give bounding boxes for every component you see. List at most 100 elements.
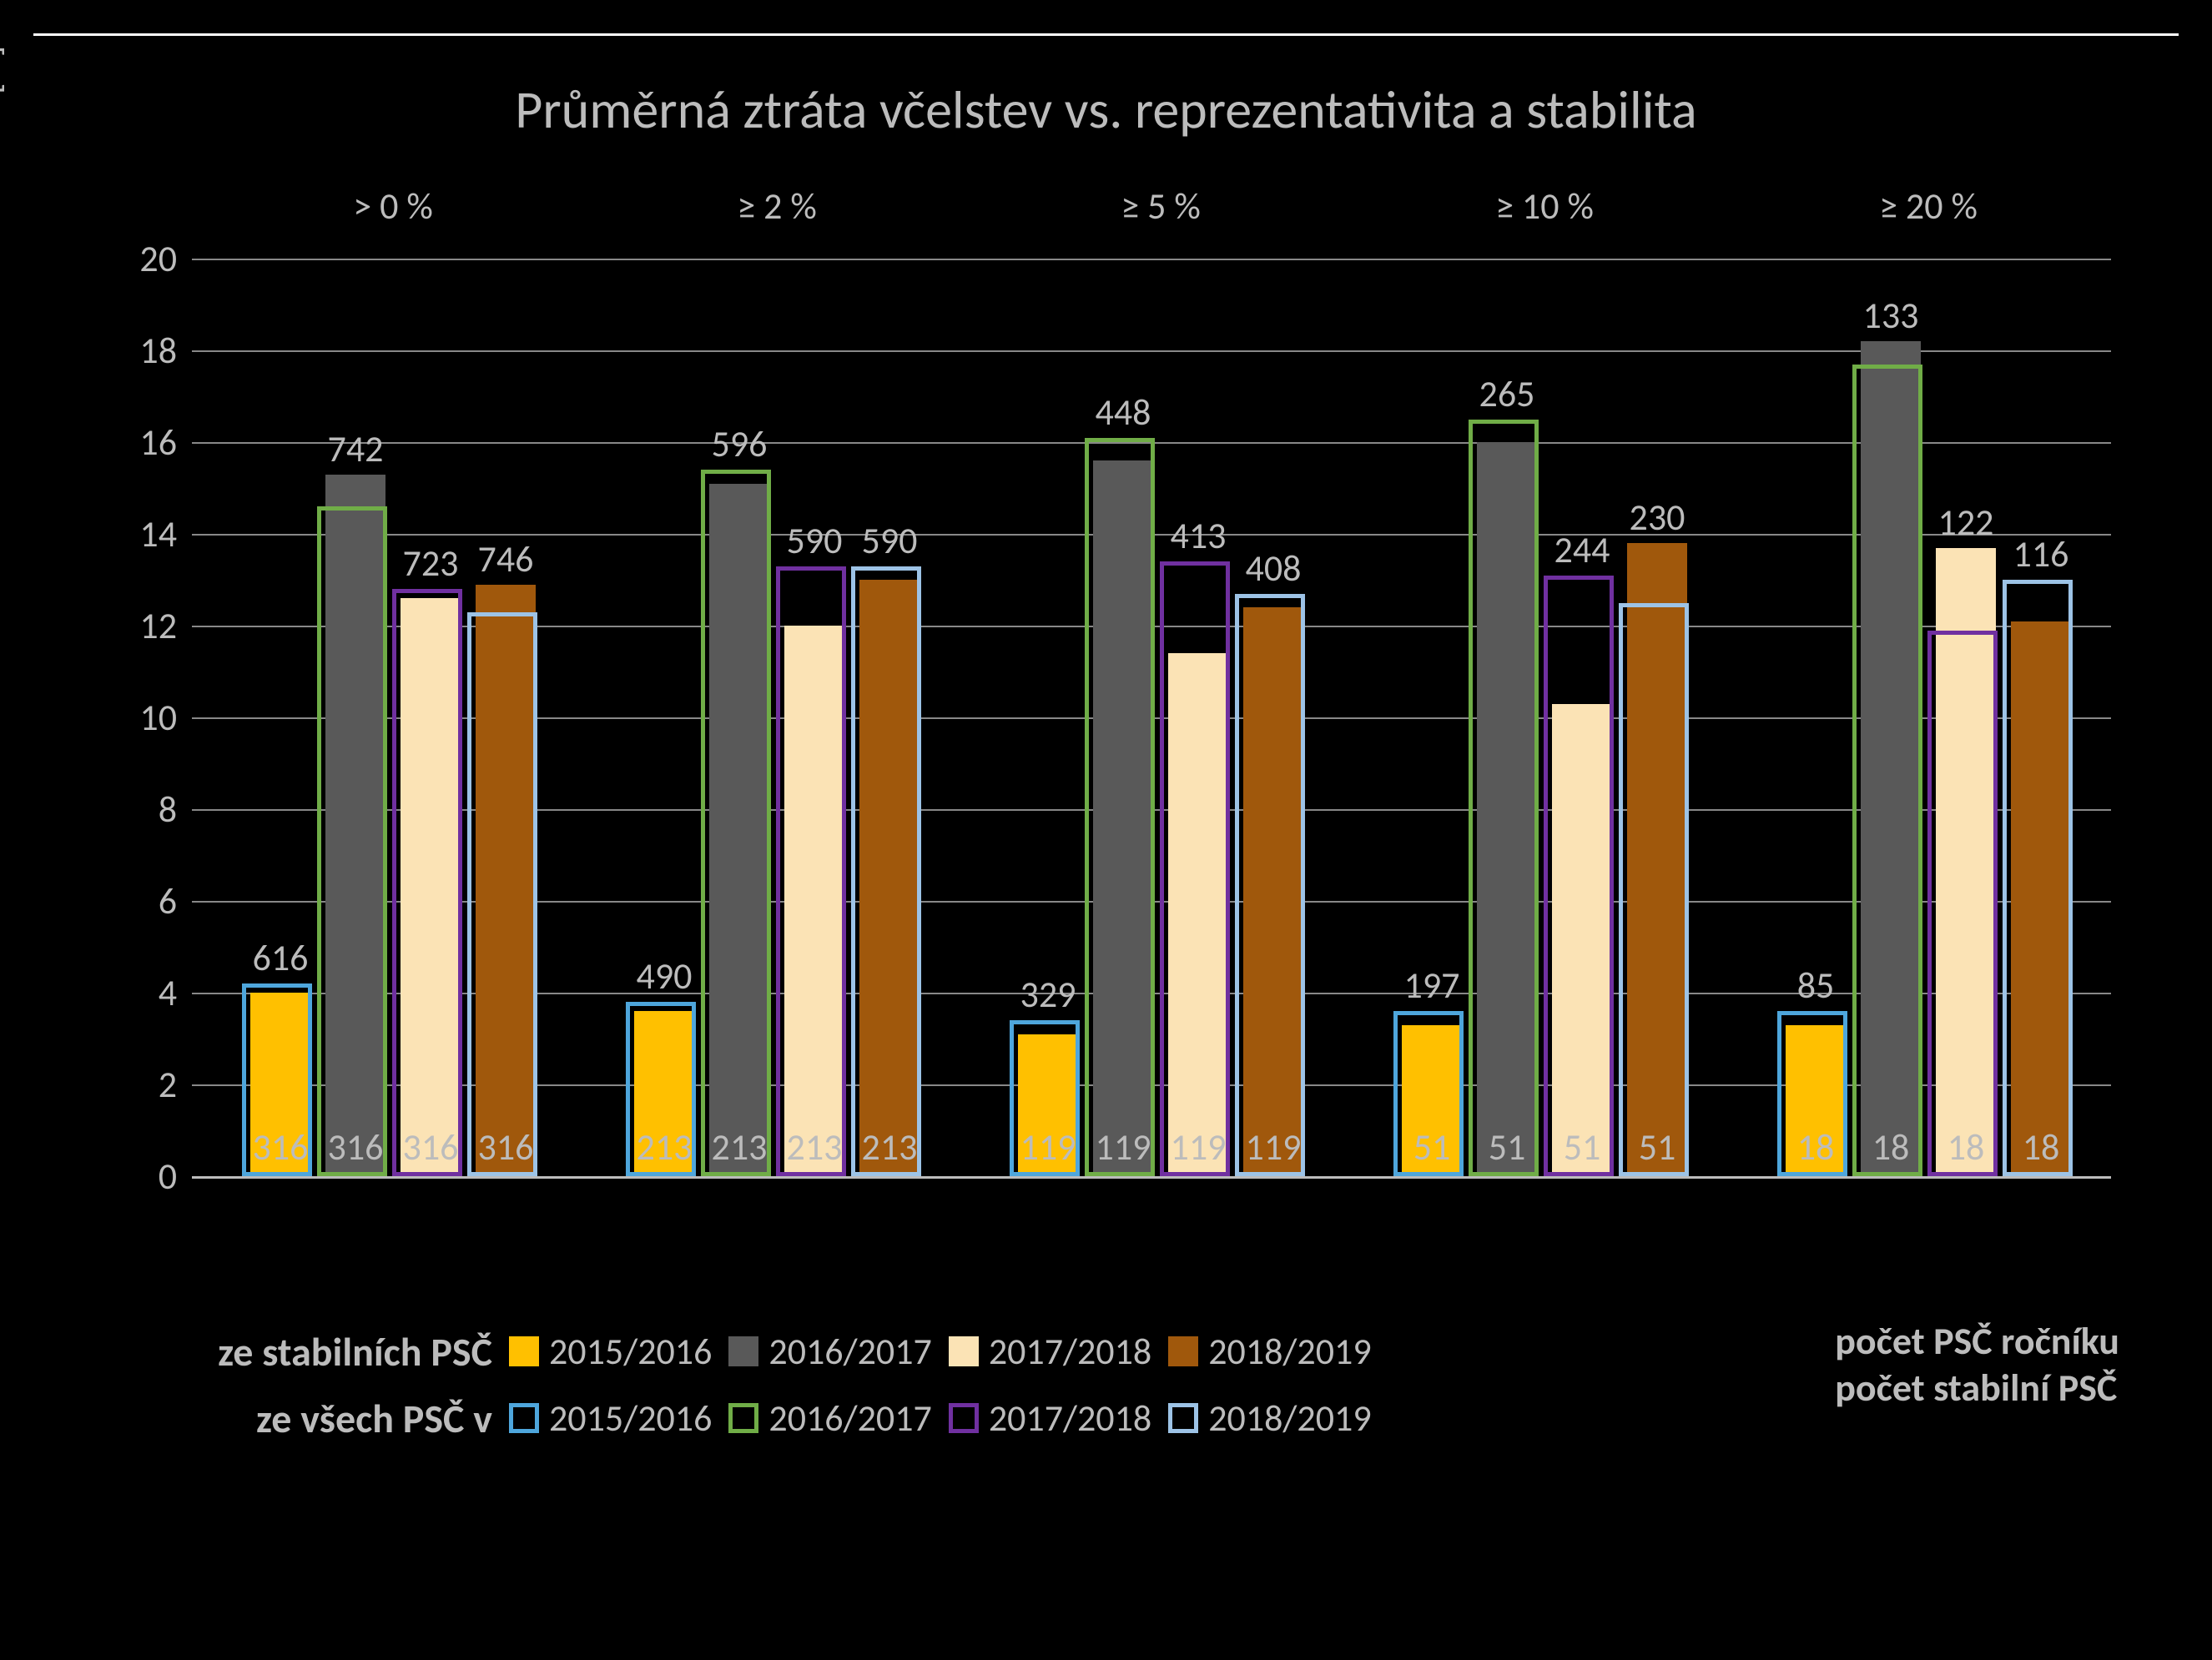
bar-inner-label: 316	[478, 1124, 534, 1170]
bar-outline	[851, 566, 921, 1177]
bar-top-label: 413	[1171, 513, 1227, 558]
bar-inner-label: 119	[1020, 1124, 1076, 1170]
group-label: ≥ 10 %	[1495, 184, 1594, 229]
bar-outline	[1160, 561, 1230, 1176]
y-tick-label: 10	[139, 695, 192, 740]
bar-outline	[1852, 365, 1922, 1177]
bar-top-label: 197	[1404, 963, 1460, 1008]
bar-inner-label: 18	[1797, 1124, 1835, 1170]
bar-outline	[1927, 631, 1998, 1177]
legend-item: 2017/2018	[949, 1329, 1151, 1374]
bar-inner-label: 213	[637, 1124, 693, 1170]
bar-inner-label: 51	[1564, 1124, 1601, 1170]
legend-left-label-top: ze stabilních PSČ	[92, 1327, 509, 1376]
bar-top-label: 723	[403, 541, 459, 586]
bar-outline	[701, 470, 771, 1176]
chart-title: Průměrná ztráta včelstev vs. reprezentat…	[33, 78, 2179, 143]
group-label: ≥ 5 %	[1121, 184, 1201, 229]
y-tick-label: 6	[159, 878, 192, 923]
legend-label: 2018/2019	[1208, 1396, 1371, 1441]
bar-top-label: 133	[1863, 293, 1919, 338]
bar-inner-label: 316	[328, 1124, 384, 1170]
y-axis-label: Průměrná ztráta včelstev [%]	[42, 0, 92, 259]
group-label: > 0 %	[353, 184, 433, 229]
legend-item: 2017/2018	[949, 1396, 1151, 1441]
bar-top-label: 490	[637, 953, 693, 999]
bar-inner-label: 119	[1171, 1124, 1227, 1170]
legend-right-bottom: počet stabilní PSČ	[1835, 1365, 2119, 1411]
legend-swatch-outline	[1168, 1403, 1198, 1433]
y-tick-label: 4	[159, 970, 192, 1015]
y-tick-label: 0	[159, 1154, 192, 1199]
legend-swatch	[509, 1336, 539, 1366]
legend-row-outline: ze všech PSČ v 2015/2016 2016/2017 2017/20…	[92, 1385, 2119, 1451]
legend-swatch	[728, 1336, 758, 1366]
y-tick-label: 16	[139, 420, 192, 465]
bar-top-label: 230	[1630, 495, 1685, 540]
bar-inner-label: 213	[862, 1124, 918, 1170]
legend-label: 2015/2016	[549, 1329, 712, 1374]
legend-items-outline: 2015/2016 2016/2017 2017/2018 2018/2019	[509, 1396, 1372, 1441]
legend-right-labels: počet PSČ ročníku počet stabilní PSČ	[1835, 1318, 2119, 1411]
bar-outline	[392, 589, 462, 1176]
legend-row-filled: ze stabilních PSČ 2015/2016 2016/2017 2017…	[92, 1318, 2119, 1385]
gridline	[192, 259, 2111, 260]
y-tick-label: 8	[159, 787, 192, 832]
bar-top-label: 122	[1938, 500, 1994, 545]
bar-top-label: 448	[1096, 390, 1151, 435]
bar-inner-label: 119	[1246, 1124, 1302, 1170]
legend-label: 2016/2017	[768, 1396, 931, 1441]
y-tick-label: 2	[159, 1062, 192, 1107]
bar-top-label: 742	[328, 426, 384, 471]
y-tick-label: 18	[139, 328, 192, 373]
legend-swatch	[1168, 1336, 1198, 1366]
bar-outline	[1235, 594, 1305, 1177]
legend-swatch	[949, 1336, 979, 1366]
bar-top-label: 265	[1479, 371, 1535, 416]
bar-inner-label: 213	[712, 1124, 768, 1170]
legend-item: 2018/2019	[1168, 1396, 1371, 1441]
bar-outline	[776, 566, 846, 1177]
y-tick-label: 12	[139, 603, 192, 648]
bar-outline	[1469, 420, 1539, 1177]
legend-item: 2016/2017	[728, 1329, 931, 1374]
bar-outline	[467, 612, 537, 1177]
bar-inner-label: 119	[1096, 1124, 1151, 1170]
bar-inner-label: 213	[787, 1124, 843, 1170]
bar-top-label: 746	[478, 536, 534, 581]
group-label: ≥ 20 %	[1879, 184, 1978, 229]
gridline	[192, 350, 2111, 352]
bar-inner-label: 51	[1489, 1124, 1526, 1170]
legend-item: 2018/2019	[1168, 1329, 1371, 1374]
bar-top-label: 116	[2013, 531, 2069, 576]
legend-item: 2015/2016	[509, 1329, 712, 1374]
chart-legend: ze stabilních PSČ 2015/2016 2016/2017 2017…	[92, 1318, 2119, 1451]
legend-label: 2017/2018	[989, 1329, 1151, 1374]
legend-item: 2016/2017	[728, 1396, 931, 1441]
legend-label: 2016/2017	[768, 1329, 931, 1374]
legend-right-top: počet PSČ ročníku	[1835, 1318, 2119, 1365]
y-tick-label: 14	[139, 511, 192, 556]
bar-top-label: 408	[1246, 546, 1302, 591]
bar-outline	[2003, 580, 2073, 1176]
bar-top-label: 329	[1020, 972, 1076, 1017]
bar-inner-label: 316	[253, 1124, 309, 1170]
bar-inner-label: 51	[1639, 1124, 1676, 1170]
bar-top-label: 590	[862, 518, 918, 563]
bar-inner-label: 18	[2023, 1124, 2060, 1170]
bar-top-label: 244	[1554, 527, 1610, 572]
legend-swatch-outline	[949, 1403, 979, 1433]
bar-inner-label: 51	[1413, 1124, 1451, 1170]
legend-label: 2018/2019	[1208, 1329, 1371, 1374]
bar-outline	[1619, 603, 1689, 1177]
bar-outline	[1544, 576, 1614, 1177]
bar-inner-label: 18	[1947, 1124, 1985, 1170]
bar-top-label: 85	[1797, 963, 1835, 1008]
legend-label: 2015/2016	[549, 1396, 712, 1441]
bar-inner-label: 18	[1872, 1124, 1910, 1170]
bar-top-label: 616	[253, 935, 309, 980]
y-tick-label: 20	[139, 236, 192, 281]
legend-items-filled: 2015/2016 2016/2017 2017/2018 2018/2019	[509, 1329, 1372, 1374]
bar-inner-label: 316	[403, 1124, 459, 1170]
legend-left-label-bottom: ze všech PSČ v	[92, 1394, 509, 1443]
